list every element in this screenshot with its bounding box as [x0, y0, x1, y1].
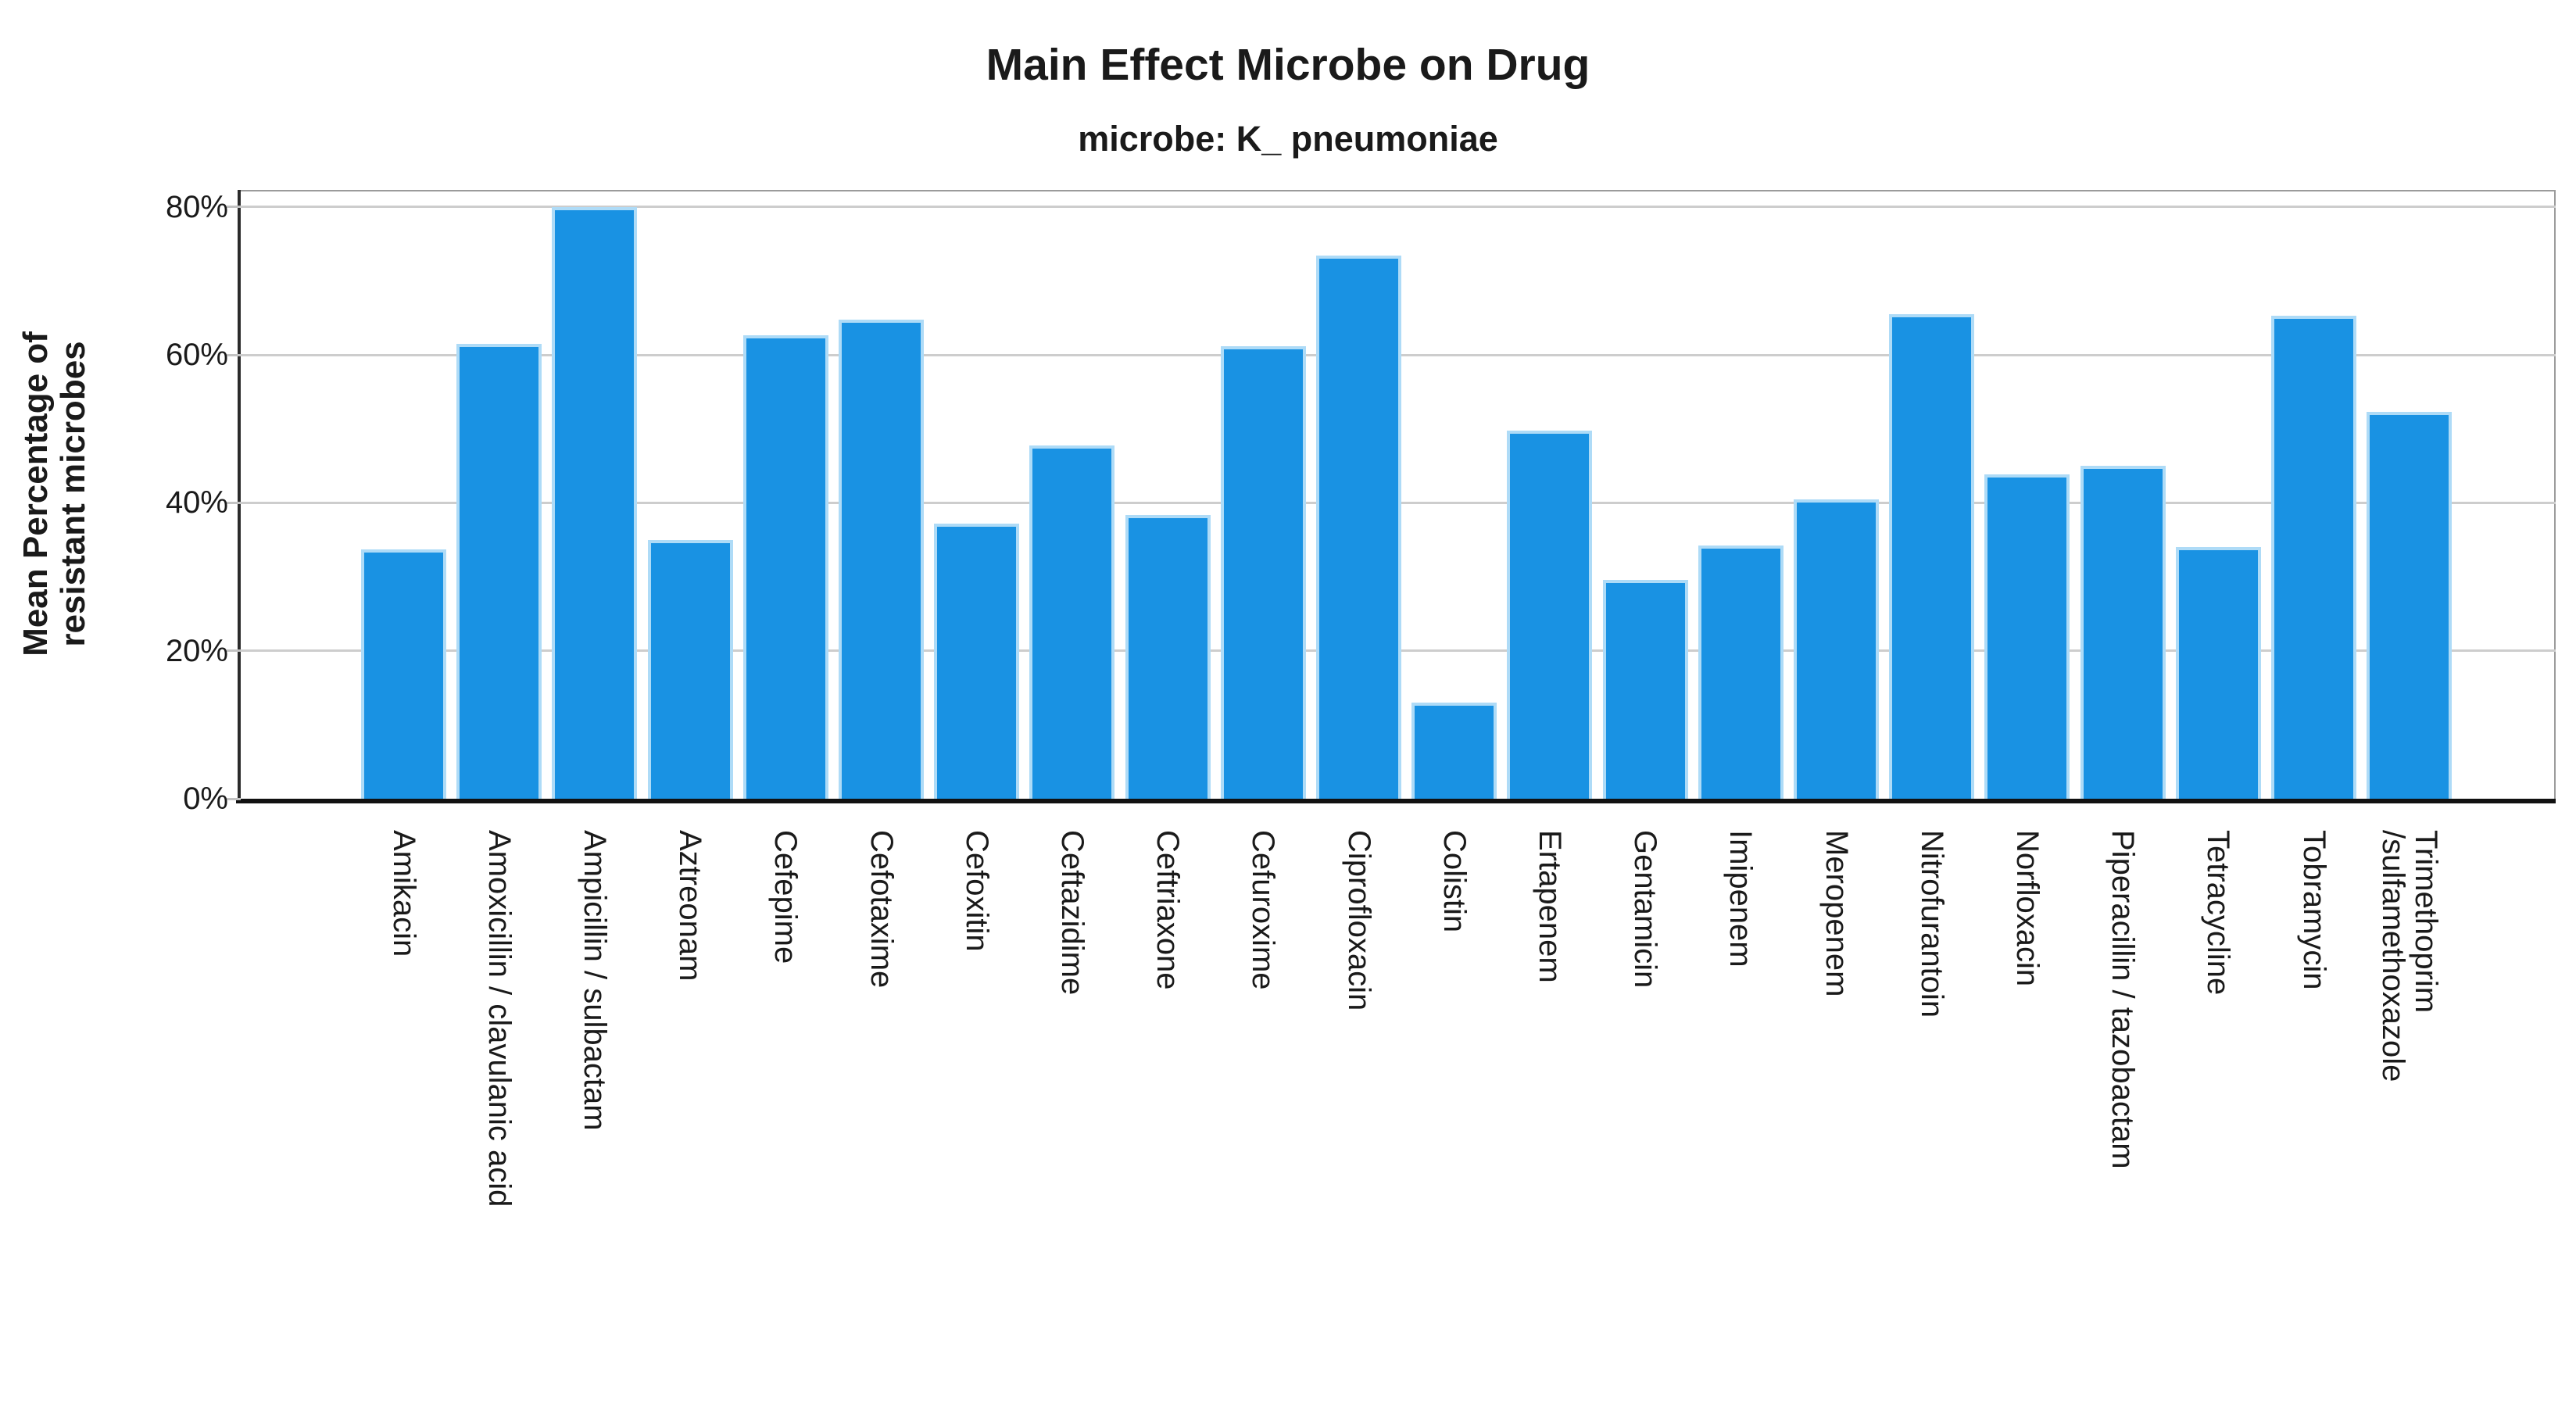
- chart-title: Main Effect Microbe on Drug: [986, 40, 1590, 90]
- y-tick-mark-20%: [227, 649, 241, 653]
- bar-imipenem: [1698, 546, 1784, 799]
- bar-norfloxacin: [1984, 474, 2070, 799]
- bar-ertapenem: [1507, 430, 1593, 799]
- x-tick-label-ertapenem: Ertapenem: [1532, 830, 1567, 983]
- bar-nitrofurantoin: [1889, 314, 1975, 799]
- y-tick-label-60%: 60%: [165, 338, 228, 373]
- plot-frame-top: [241, 190, 2556, 191]
- bar-cefotaxime: [839, 319, 924, 799]
- x-tick-label-amikacin: Amikacin: [386, 830, 421, 957]
- bar-trimethoprim-sulfamethoxazole: [2367, 411, 2453, 799]
- bar-amoxicillin-clavulanic-acid: [456, 343, 542, 799]
- bar-cefuroxime: [1220, 345, 1306, 799]
- bar-cefepime: [742, 334, 828, 799]
- x-tick-label-cefotaxime: Cefotaxime: [864, 830, 899, 989]
- x-tick-label-meropenem: Meropenem: [1819, 830, 1854, 997]
- bar-ceftriaxone: [1125, 514, 1211, 799]
- y-axis-line: [238, 190, 241, 803]
- x-tick-label-gentamicin: Gentamicin: [1628, 830, 1663, 989]
- plot-frame-right: [2554, 190, 2556, 799]
- x-tick-label-tetracycline: Tetracycline: [2201, 830, 2236, 996]
- x-tick-label-tobramycin: Tobramycin: [2296, 830, 2331, 990]
- bar-tetracycline: [2175, 547, 2261, 799]
- y-tick-mark-40%: [227, 501, 241, 504]
- x-tick-label-ciprofloxacin: Ciprofloxacin: [1341, 830, 1376, 1011]
- bar-ciprofloxacin: [1316, 256, 1401, 799]
- y-tick-label-20%: 20%: [165, 633, 228, 668]
- y-tick-label-0%: 0%: [183, 782, 228, 816]
- x-tick-label-norfloxacin: Norfloxacin: [2009, 830, 2045, 987]
- y-tick-label-40%: 40%: [165, 485, 228, 520]
- bar-colistin: [1411, 702, 1497, 799]
- x-tick-label-ceftriaxone: Ceftriaxone: [1150, 830, 1186, 990]
- x-tick-label-amoxicillin-clavulanic-acid: Amoxicillin / clavulanic acid: [481, 830, 517, 1207]
- y-axis-label: Mean Percentage of resistant microbes: [16, 331, 92, 656]
- x-tick-label-cefoxitin: Cefoxitin: [959, 830, 994, 952]
- y-tick-mark-0%: [227, 797, 241, 800]
- x-tick-label-ampicillin-sulbactam: Ampicillin / sulbactam: [577, 830, 612, 1131]
- bar-piperacillin-tazobactam: [2080, 466, 2166, 799]
- y-tick-mark-80%: [227, 206, 241, 209]
- bar-amikacin: [361, 549, 446, 799]
- bar-ampicillin-sulbactam: [552, 206, 638, 799]
- bar-gentamicin: [1602, 579, 1688, 799]
- bar-tobramycin: [2271, 315, 2356, 799]
- x-axis-line: [236, 799, 2556, 803]
- x-tick-label-cefuroxime: Cefuroxime: [1246, 830, 1281, 990]
- x-tick-label-piperacillin-tazobactam: Piperacillin / tazobactam: [2106, 830, 2141, 1169]
- plot-area: [227, 190, 2556, 803]
- y-tick-mark-60%: [227, 353, 241, 356]
- gridline-80%: [241, 206, 2556, 209]
- y-tick-label-80%: 80%: [165, 189, 228, 224]
- bar-aztreonam: [647, 539, 733, 799]
- x-tick-label-aztreonam: Aztreonam: [673, 830, 708, 982]
- chart-subtitle: microbe: K_ pneumoniae: [1078, 119, 1498, 159]
- x-tick-label-ceftazidime: Ceftazidime: [1054, 830, 1089, 996]
- x-tick-label-colistin: Colistin: [1436, 830, 1472, 933]
- bar-ceftazidime: [1029, 445, 1115, 799]
- x-tick-label-imipenem: Imipenem: [1723, 830, 1758, 968]
- x-tick-label-trimethoprim-sulfamethoxazole: Trimethoprim /sulfamethoxazole: [2375, 830, 2443, 1082]
- x-tick-label-nitrofurantoin: Nitrofurantoin: [1914, 830, 1949, 1018]
- x-tick-label-cefepime: Cefepime: [768, 830, 803, 964]
- bar-cefoxitin: [934, 523, 1020, 799]
- bar-meropenem: [1794, 499, 1879, 799]
